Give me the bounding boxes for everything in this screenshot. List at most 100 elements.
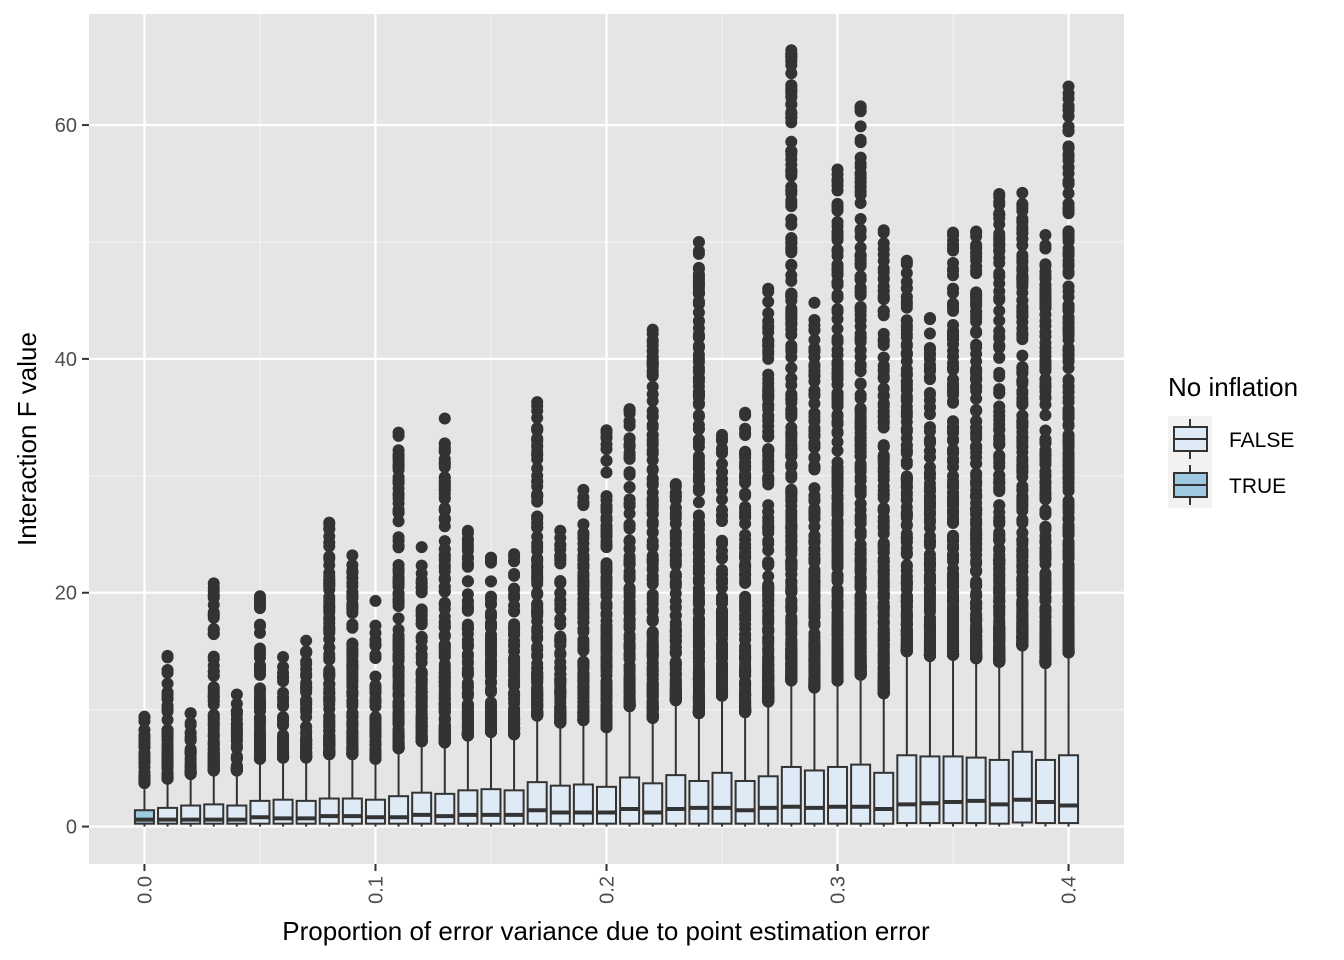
- box-false: [318, 516, 340, 827]
- outlier-max-point: [392, 426, 405, 439]
- outlier-point: [692, 277, 705, 290]
- outlier-point: [161, 772, 174, 785]
- outlier-point: [392, 497, 405, 510]
- outlier-point: [438, 732, 451, 745]
- outlier-point: [392, 573, 405, 586]
- outlier-point: [669, 508, 682, 521]
- outlier-point: [623, 651, 636, 664]
- outlier-max-point: [785, 44, 798, 57]
- box-body: [549, 784, 571, 825]
- outlier-point: [531, 489, 544, 502]
- outlier-max-point: [692, 235, 705, 248]
- outlier-point: [346, 706, 359, 719]
- outlier-point: [277, 751, 290, 764]
- outlier-point: [253, 682, 266, 695]
- outlier-point: [508, 665, 521, 678]
- outlier-point: [808, 653, 821, 666]
- outlier-point: [785, 258, 798, 271]
- outlier-point: [531, 448, 544, 461]
- outlier-point: [600, 454, 613, 467]
- box-false: [526, 396, 548, 827]
- outlier-point: [415, 648, 428, 661]
- outlier-point: [692, 352, 705, 365]
- outlier-point: [508, 621, 521, 634]
- outlier-point: [762, 478, 775, 491]
- outlier-point: [877, 591, 890, 604]
- outlier-point: [646, 380, 659, 393]
- outlier-point: [346, 621, 359, 634]
- outlier-point: [692, 371, 705, 384]
- box-false: [596, 424, 617, 827]
- outlier-point: [323, 594, 336, 607]
- outlier-point: [646, 651, 659, 664]
- outlier-point: [415, 676, 428, 689]
- outlier-point: [415, 603, 428, 616]
- outlier-point: [854, 212, 867, 225]
- outlier-point: [646, 339, 659, 352]
- outlier-point: [831, 506, 844, 519]
- outlier-point: [739, 689, 752, 702]
- outlier-point: [531, 622, 544, 635]
- outlier-point: [554, 603, 567, 616]
- outlier-point: [623, 568, 636, 581]
- outlier-point: [161, 725, 174, 738]
- outlier-point: [392, 448, 405, 461]
- box-false: [249, 590, 271, 827]
- outlier-point: [230, 762, 243, 775]
- outlier-point: [692, 433, 705, 446]
- outlier-max-point: [808, 296, 821, 309]
- outlier-point: [577, 626, 590, 639]
- outlier-point: [531, 657, 544, 670]
- outlier-point: [346, 600, 359, 613]
- outlier-point: [531, 704, 544, 717]
- outlier-point: [669, 570, 682, 583]
- outlier-point: [785, 534, 798, 547]
- outlier-point: [323, 670, 336, 683]
- outlier-point: [531, 475, 544, 488]
- box-false: [757, 282, 779, 827]
- outlier-point: [854, 313, 867, 326]
- outlier-point: [484, 592, 497, 605]
- outlier-point: [716, 628, 729, 641]
- outlier-point: [854, 168, 867, 181]
- outlier-point: [531, 517, 544, 530]
- outlier-point: [438, 571, 451, 584]
- outlier-point: [854, 120, 867, 133]
- outlier-point: [762, 352, 775, 365]
- outlier-point: [785, 218, 798, 231]
- outlier-point: [623, 481, 636, 494]
- outlier-point: [392, 460, 405, 473]
- outlier-point: [785, 583, 798, 596]
- outlier-point: [692, 509, 705, 522]
- outlier-point: [392, 488, 405, 501]
- outlier-point: [161, 743, 174, 756]
- outlier-point: [600, 466, 613, 479]
- outlier-point: [716, 484, 729, 497]
- outlier-point: [762, 295, 775, 308]
- outlier-point: [808, 344, 821, 357]
- outlier-point: [854, 471, 867, 484]
- outlier-point: [877, 292, 890, 305]
- outlier-point: [392, 596, 405, 609]
- outlier-point: [646, 614, 659, 627]
- outlier-point: [785, 294, 798, 307]
- box-false: [642, 323, 664, 827]
- outlier-max-point: [669, 478, 682, 491]
- outlier-point: [831, 174, 844, 187]
- outlier-point: [854, 133, 867, 146]
- outlier-point: [554, 594, 567, 607]
- outlier-max-point: [531, 396, 544, 409]
- outlier-point: [716, 466, 729, 479]
- outlier-point: [739, 590, 752, 603]
- outlier-max-point: [138, 710, 151, 723]
- outlier-point: [438, 457, 451, 470]
- outlier-point: [323, 540, 336, 553]
- outlier-point: [577, 640, 590, 653]
- outlier-point: [669, 657, 682, 670]
- outlier-point: [508, 718, 521, 731]
- outlier-point: [854, 331, 867, 344]
- outlier-point: [346, 728, 359, 741]
- outlier-point: [669, 526, 682, 539]
- outlier-point: [669, 517, 682, 530]
- outlier-point: [253, 697, 266, 710]
